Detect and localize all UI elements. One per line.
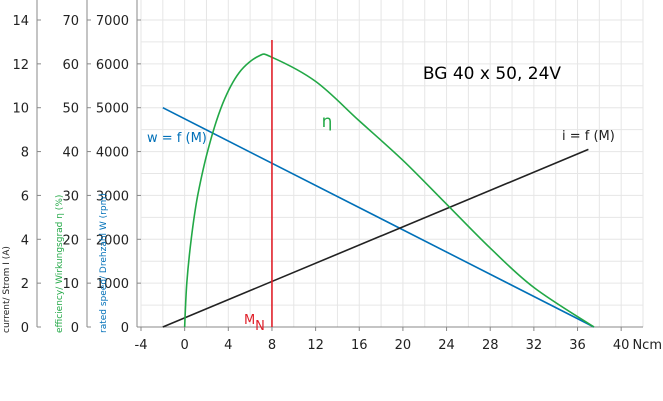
x-tick-label: -4: [135, 338, 148, 353]
y-tick-label-current: 6: [21, 189, 29, 204]
y-tick-label-speed: 2000: [96, 233, 129, 248]
chart-title: BG 40 x 50, 24V: [423, 64, 562, 84]
x-tick-label: 32: [526, 338, 543, 353]
chart-labels: BG 40 x 50, 24V w = f (M) i = f (M) η MN: [147, 64, 615, 334]
y-tick-label-current: 2: [21, 277, 29, 292]
y-tick-label-speed: 6000: [96, 58, 129, 73]
y-tick-label-efficiency: 40: [62, 146, 79, 161]
x-tick-label: 36: [569, 338, 586, 353]
x-tick-label: 40: [613, 338, 630, 353]
y-tick-label-current: 14: [12, 14, 29, 29]
y-tick-label-speed: 5000: [96, 102, 129, 117]
y-axis-label-speed: rated speed/ Drehzahl W (rpm): [99, 193, 109, 333]
y-tick-label-efficiency: 20: [62, 233, 79, 248]
x-tick-label: 24: [438, 338, 455, 353]
y-tick-label-efficiency: 10: [62, 277, 79, 292]
y-tick-label-speed: 7000: [96, 14, 129, 29]
x-axis-label: Ncm: [632, 338, 662, 353]
y-tick-label-efficiency: 50: [62, 102, 79, 117]
y-tick-label-efficiency: 0: [71, 321, 79, 336]
y-tick-label-speed: 4000: [96, 146, 129, 161]
series-label-current: i = f (M): [562, 129, 615, 144]
y-tick-label-speed: 1000: [96, 277, 129, 292]
y-tick-label-efficiency: 60: [62, 58, 79, 73]
y-tick-label-speed: 3000: [96, 189, 129, 204]
series-line-speed: [162, 106, 595, 328]
y-tick-label-current: 4: [21, 233, 29, 248]
x-tick-label: 28: [482, 338, 499, 353]
x-tick-label: 0: [181, 338, 189, 353]
y-axis-label-efficiency: efficiency/ Wirkungsgrad η (%): [55, 195, 65, 333]
y-tick-label-current: 0: [21, 321, 29, 336]
series-line-efficiency: [183, 53, 595, 328]
y-tick-label-efficiency: 30: [62, 189, 79, 204]
series-lines: [162, 40, 595, 328]
y-tick-label-speed: 0: [121, 321, 129, 336]
y-tick-label-current: 8: [21, 146, 29, 161]
rated-torque-label: MN: [244, 313, 265, 334]
y-tick-label-current: 12: [12, 58, 29, 73]
x-tick-label: 12: [307, 338, 324, 353]
axes: -4 0 4 8 12 16 20 24 28 32 36 40 Ncm0100020003000400…: [2, 0, 662, 353]
y-tick-label-current: 10: [12, 102, 29, 117]
x-tick-label: 4: [224, 338, 232, 353]
x-tick-label: 20: [395, 338, 412, 353]
y-tick-label-efficiency: 70: [62, 14, 79, 29]
y-axis-label-current: current/ Strom I (A): [2, 246, 12, 333]
x-tick-label: 16: [351, 338, 368, 353]
series-label-speed: w = f (M): [147, 131, 207, 146]
grid: [140, 0, 644, 328]
series-line-current: [162, 148, 589, 328]
x-tick-label: 8: [268, 338, 276, 353]
series-label-efficiency: η: [322, 112, 333, 132]
